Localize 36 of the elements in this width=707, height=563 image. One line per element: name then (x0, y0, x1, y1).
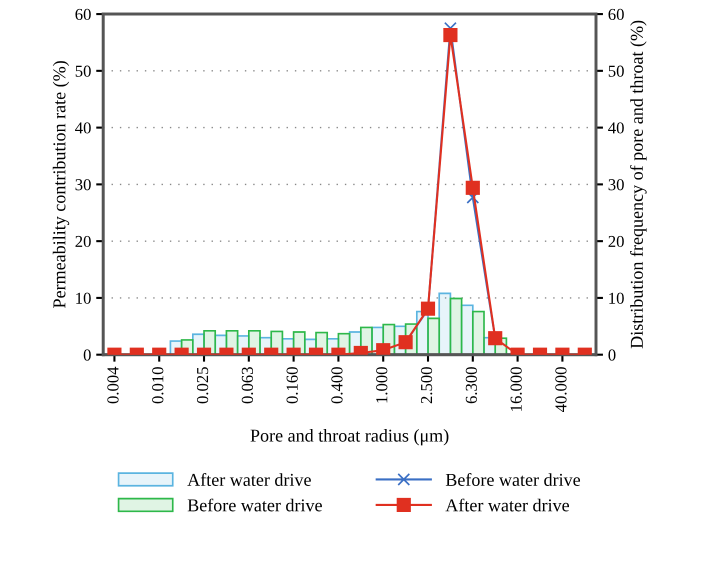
y-axis-title: Permeability contribution rate (%) (52, 61, 70, 308)
x-tick-label: 0.063 (242, 367, 254, 404)
x-tick-label: 6.300 (466, 367, 478, 404)
y2-tick-label: 0 (608, 349, 616, 361)
point (443, 28, 458, 42)
y2-tick-label: 30 (608, 179, 624, 190)
y2-axis-title: Distribution frequency of pore and throat (%) (630, 20, 647, 348)
y-tick-label: 30 (76, 179, 91, 190)
legend-label: Before water drive (446, 473, 580, 486)
y-tick-label: 40 (75, 122, 91, 134)
y2-tick-label: 50 (608, 66, 624, 77)
y2-tick-label: 20 (608, 236, 624, 248)
x-tick-label: 0.160 (286, 367, 298, 404)
legend-label: After water drive (187, 473, 311, 486)
bar (472, 310, 485, 355)
x-tick-label: 1.000 (376, 367, 388, 403)
legend-label: After water drive (445, 498, 569, 512)
x-tick-label: 0.025 (196, 367, 208, 404)
y2-tick-label: 10 (609, 292, 624, 304)
x-tick-label: 0.400 (331, 367, 343, 404)
y-tick-label: 0 (84, 349, 91, 361)
y2-tick-label: 40 (608, 122, 624, 134)
x-tick-label: 0.010 (152, 367, 164, 404)
x-tick-label: 0.004 (107, 366, 119, 404)
y-tick-label: 10 (76, 292, 91, 304)
x-axis-title: Pore and throat radius (μm) (250, 428, 448, 446)
bar (427, 318, 440, 355)
y-tick-label: 20 (75, 236, 91, 248)
legend-label: Before water drive (188, 498, 322, 512)
y2-tick-label: 60 (608, 8, 624, 20)
y-tick-label: 60 (75, 8, 91, 20)
y-tick-label: 50 (76, 66, 91, 77)
x-tick-label: 2.500 (420, 367, 432, 404)
x-tick-label: 40.000 (555, 367, 567, 412)
bar (450, 298, 462, 355)
x-tick-label: 16.000 (510, 367, 522, 411)
